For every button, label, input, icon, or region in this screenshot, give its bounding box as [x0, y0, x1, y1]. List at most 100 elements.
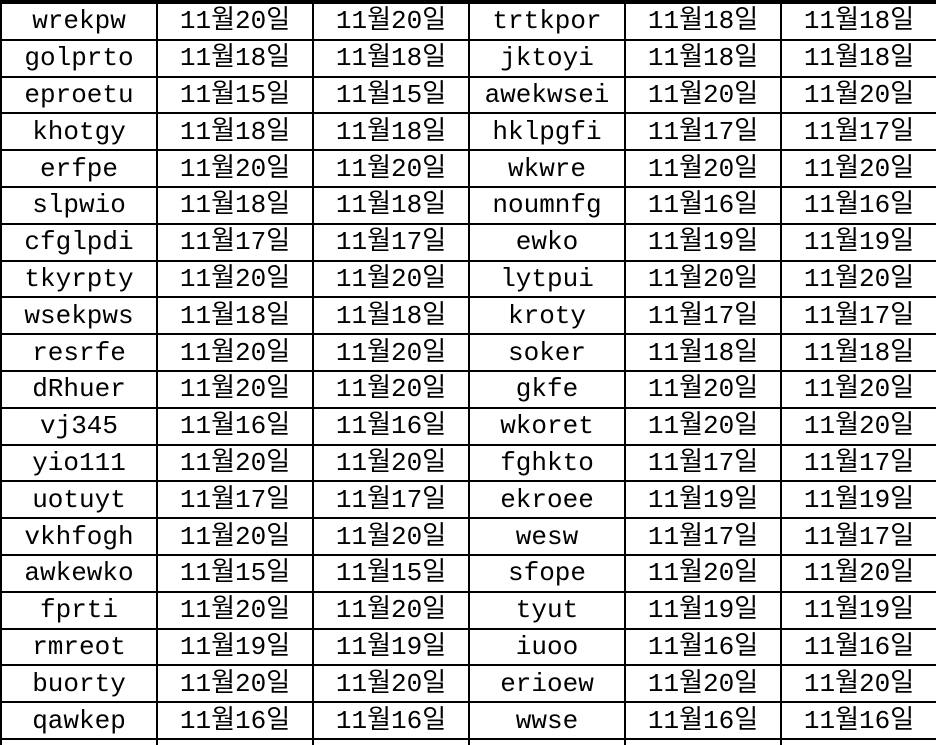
date-cell[interactable]: 11월15일	[156, 75, 314, 115]
date-cell[interactable]: 11월17일	[312, 222, 470, 262]
date-cell[interactable]: 11월20일	[156, 333, 314, 372]
name-cell[interactable]: yio111	[0, 443, 158, 483]
name-cell[interactable]: jktoyi	[468, 38, 626, 78]
name-cell[interactable]: tkyrpty	[0, 259, 158, 299]
date-cell[interactable]: 11월17일	[624, 517, 782, 556]
name-cell[interactable]: gkfe	[468, 369, 626, 409]
date-cell[interactable]: 11월20일	[780, 553, 936, 593]
date-cell[interactable]: 11월20일	[624, 406, 782, 446]
name-cell[interactable]: iuoo	[468, 627, 626, 667]
date-cell[interactable]: 11월20일	[312, 517, 470, 556]
name-cell[interactable]: cfglpdi	[0, 222, 158, 262]
name-cell[interactable]: ewko	[468, 222, 626, 262]
name-cell[interactable]: erfpe	[0, 149, 158, 188]
name-cell[interactable]: buorty	[0, 664, 158, 704]
name-cell[interactable]: hklpgfi	[468, 112, 626, 152]
date-cell[interactable]: 11월20일	[156, 443, 314, 483]
name-cell[interactable]: wkwre	[468, 149, 626, 188]
date-cell[interactable]: 11월16일	[624, 185, 782, 225]
name-cell[interactable]: slpwio	[0, 185, 158, 225]
date-cell[interactable]: 11월18일	[156, 296, 314, 336]
date-cell[interactable]: 11월16일	[312, 701, 470, 740]
date-cell[interactable]: 11월16일	[780, 185, 936, 225]
date-cell[interactable]: 11월15일	[312, 75, 470, 115]
name-cell[interactable]: fprti	[0, 590, 158, 630]
name-cell[interactable]: kroty	[468, 296, 626, 336]
name-cell[interactable]: ekroee	[468, 480, 626, 520]
date-cell[interactable]: 11월18일	[624, 2, 782, 41]
date-cell[interactable]: 11월20일	[780, 664, 936, 704]
date-cell[interactable]: 11월20일	[312, 590, 470, 630]
date-cell[interactable]: 11월19일	[780, 480, 936, 520]
date-cell[interactable]: 11월16일	[780, 701, 936, 740]
date-cell[interactable]: 11월17일	[156, 480, 314, 520]
date-cell[interactable]: 11월18일	[780, 2, 936, 41]
date-cell[interactable]: 11월17일	[624, 112, 782, 152]
date-cell[interactable]: 11월15일	[312, 553, 470, 593]
date-cell[interactable]: 11월18일	[312, 296, 470, 336]
name-cell[interactable]: rmreot	[0, 627, 158, 667]
name-cell[interactable]: sfope	[468, 553, 626, 593]
date-cell[interactable]: 11월18일	[156, 38, 314, 78]
date-cell[interactable]: 11월15일	[156, 553, 314, 593]
date-cell[interactable]: 11월20일	[312, 149, 470, 188]
date-cell[interactable]: 11월20일	[156, 517, 314, 556]
date-cell[interactable]: 11월16일	[156, 701, 314, 740]
date-cell[interactable]: 11월20일	[156, 664, 314, 704]
name-cell[interactable]: awkewko	[0, 553, 158, 593]
name-cell[interactable]: soker	[468, 333, 626, 372]
name-cell[interactable]: wsekpws	[0, 296, 158, 336]
name-cell[interactable]: wkoret	[468, 406, 626, 446]
date-cell[interactable]: 11월18일	[312, 112, 470, 152]
date-cell[interactable]: 11월20일	[312, 2, 470, 41]
date-cell[interactable]: 11월16일	[312, 406, 470, 446]
name-cell[interactable]: lytpui	[468, 259, 626, 299]
date-cell[interactable]: 11월18일	[156, 185, 314, 225]
date-cell[interactable]: 11월17일	[624, 443, 782, 483]
date-cell[interactable]: 11월18일	[156, 112, 314, 152]
name-cell[interactable]: trtkpor	[468, 2, 626, 41]
name-cell[interactable]: wesw	[468, 517, 626, 556]
date-cell[interactable]: 11월18일	[312, 38, 470, 78]
date-cell[interactable]: 11월20일	[624, 369, 782, 409]
date-cell[interactable]: 11월20일	[156, 590, 314, 630]
date-cell[interactable]: 11월18일	[312, 185, 470, 225]
name-cell[interactable]: fghkto	[468, 443, 626, 483]
date-cell[interactable]: 11월20일	[780, 259, 936, 299]
date-cell[interactable]: 11월20일	[312, 664, 470, 704]
date-cell[interactable]: 11월20일	[312, 333, 470, 372]
date-cell[interactable]: 11월16일	[780, 627, 936, 667]
date-cell[interactable]: 11월20일	[780, 369, 936, 409]
date-cell[interactable]: 11월20일	[780, 75, 936, 115]
name-cell[interactable]: erioew	[468, 664, 626, 704]
name-cell[interactable]: tyut	[468, 590, 626, 630]
name-cell[interactable]: awekwsei	[468, 75, 626, 115]
date-cell[interactable]: 11월20일	[312, 369, 470, 409]
date-cell[interactable]: 11월20일	[156, 369, 314, 409]
date-cell[interactable]: 11월19일	[312, 627, 470, 667]
date-cell[interactable]: 11월18일	[780, 333, 936, 372]
name-cell[interactable]: eproetu	[0, 75, 158, 115]
date-cell[interactable]: 11월17일	[780, 517, 936, 556]
date-cell[interactable]: 11월20일	[624, 259, 782, 299]
name-cell[interactable]: noumnfg	[468, 185, 626, 225]
date-cell[interactable]: 11월19일	[624, 480, 782, 520]
date-cell[interactable]: 11월20일	[624, 553, 782, 593]
date-cell[interactable]: 11월17일	[780, 112, 936, 152]
date-cell[interactable]: 11월20일	[624, 664, 782, 704]
date-cell[interactable]: 11월20일	[156, 149, 314, 188]
name-cell[interactable]: uotuyt	[0, 480, 158, 520]
date-cell[interactable]: 11월19일	[780, 590, 936, 630]
date-cell[interactable]: 11월20일	[624, 75, 782, 115]
date-cell[interactable]: 11월16일	[624, 701, 782, 740]
name-cell[interactable]: resrfe	[0, 333, 158, 372]
date-cell[interactable]: 11월19일	[156, 627, 314, 667]
date-cell[interactable]: 11월20일	[624, 149, 782, 188]
date-cell[interactable]: 11월20일	[780, 406, 936, 446]
name-cell[interactable]: wwse	[468, 701, 626, 740]
date-cell[interactable]: 11월17일	[780, 443, 936, 483]
name-cell[interactable]: wrekpw	[0, 2, 158, 41]
date-cell[interactable]: 11월19일	[780, 222, 936, 262]
date-cell[interactable]: 11월17일	[624, 296, 782, 336]
date-cell[interactable]: 11월20일	[312, 259, 470, 299]
